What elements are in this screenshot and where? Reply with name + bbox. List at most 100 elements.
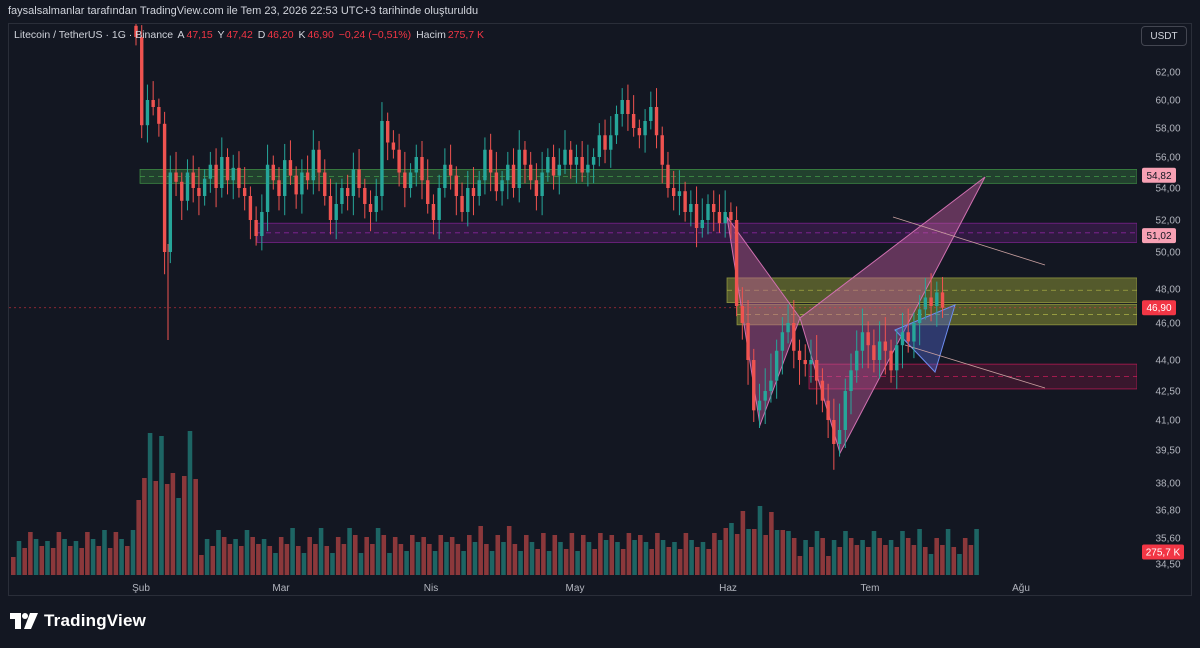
volume-bar: [159, 436, 164, 575]
volume-bar: [501, 542, 506, 575]
volume-bar: [147, 433, 153, 575]
candle-body: [717, 212, 722, 224]
volume-bar: [358, 553, 364, 575]
volume-bar: [90, 539, 96, 575]
candle-body: [740, 306, 745, 323]
volume-bar: [256, 544, 261, 575]
volume-bar: [267, 546, 273, 575]
candle-body: [895, 345, 899, 371]
volume-bar: [917, 529, 922, 575]
volume-bar: [392, 537, 398, 575]
candle-body: [917, 309, 922, 323]
legend-high-value: 47,42: [226, 29, 253, 41]
legend-open-label: A: [177, 29, 185, 41]
candle-body: [488, 149, 493, 173]
volume-bar: [877, 538, 882, 575]
volume-bar: [176, 498, 181, 575]
volume-bar: [763, 535, 768, 575]
candle-body: [935, 292, 939, 306]
candle-body: [134, 25, 138, 37]
candle-body: [872, 345, 876, 360]
volume-bar: [620, 549, 626, 575]
candle-body: [837, 430, 842, 444]
volume-bar: [102, 530, 107, 575]
candle-body: [757, 400, 762, 411]
candle-body: [511, 164, 516, 188]
candle-body: [151, 100, 155, 107]
candle-body: [866, 332, 870, 346]
volume-bar: [410, 535, 415, 575]
volume-bar: [940, 545, 945, 575]
volume-bar: [752, 529, 757, 575]
candle-body: [180, 181, 184, 201]
candle-body: [540, 172, 544, 196]
volume-bar: [734, 534, 740, 575]
currency-button[interactable]: USDT: [1141, 26, 1187, 46]
volume-bar: [529, 542, 535, 575]
candle-body: [923, 297, 928, 310]
candle-body: [140, 37, 144, 126]
volume-bar: [73, 541, 79, 575]
volume-bar: [506, 526, 512, 575]
volume-bar: [706, 549, 711, 575]
candle-body: [288, 160, 293, 176]
volume-bar: [524, 535, 529, 575]
candle-body: [460, 196, 464, 212]
tradingview-logo[interactable]: TradingView: [10, 611, 146, 631]
candle-body: [351, 169, 356, 196]
time-axis-label: Nis: [424, 583, 438, 594]
candle-body: [609, 135, 613, 150]
candle-body: [368, 204, 373, 212]
volume-bar: [968, 545, 974, 575]
volume-bar: [843, 531, 848, 575]
candle-body: [614, 114, 619, 136]
candle-body: [157, 107, 161, 124]
volume-bar: [894, 547, 900, 575]
volume-bar: [581, 535, 586, 575]
candle-body: [466, 188, 470, 212]
candle-body: [746, 323, 750, 360]
price-axis-label: 48,00: [1155, 285, 1180, 296]
volume-bar: [769, 512, 774, 575]
volume-bar: [204, 539, 210, 575]
candle-body: [294, 175, 298, 195]
candle-body: [311, 149, 316, 181]
volume-bar: [871, 531, 877, 575]
volume-bar: [489, 551, 495, 575]
volume-bar: [558, 542, 563, 575]
volume-bar: [472, 542, 478, 575]
candle-body: [569, 149, 573, 165]
volume-bar: [119, 539, 124, 575]
header-bar: faysalsalmanlar tarafından TradingView.c…: [0, 0, 1200, 22]
snapshot-caption: faysalsalmanlar tarafından TradingView.c…: [8, 5, 479, 17]
candle-body: [694, 204, 699, 228]
price-badge-label: 51,02: [1146, 231, 1171, 242]
volume-bar: [541, 533, 546, 575]
candle-body: [277, 180, 281, 196]
legend-symbol[interactable]: Litecoin / TetherUS · 1G · Binance: [14, 29, 174, 41]
volume-bar: [791, 538, 797, 575]
candle-body: [414, 157, 418, 173]
volume-bar: [717, 540, 723, 575]
volume-bar: [951, 547, 957, 575]
volume-bar: [244, 530, 250, 575]
time-axis-label: May: [566, 583, 585, 594]
volume-bar: [626, 533, 632, 575]
volume-bar: [290, 528, 295, 575]
candle-body: [626, 100, 630, 114]
volume-bar: [575, 551, 580, 575]
price-axis-label: 52,00: [1155, 216, 1180, 227]
volume-bar: [672, 542, 677, 575]
volume-bar: [347, 528, 352, 575]
candle-body: [214, 164, 218, 188]
candle-body: [860, 332, 865, 351]
volume-bar: [945, 529, 951, 575]
candle-body: [220, 157, 224, 188]
volume-bar: [860, 540, 865, 575]
volume-bar: [831, 540, 837, 575]
volume-bar: [39, 546, 45, 575]
candle-body: [786, 323, 790, 333]
candle-body: [523, 149, 527, 165]
volume-bar: [683, 533, 689, 575]
